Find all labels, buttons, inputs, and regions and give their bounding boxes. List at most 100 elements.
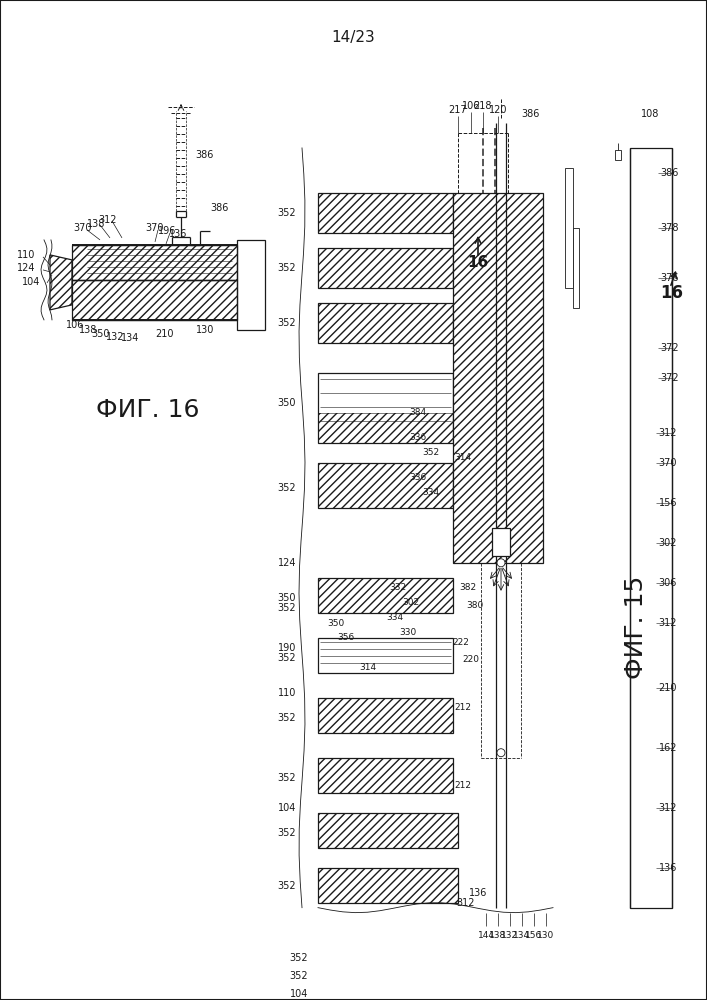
Text: 386: 386 bbox=[211, 203, 229, 213]
Bar bbox=[318, 758, 453, 793]
Text: 350: 350 bbox=[278, 593, 296, 603]
Text: 352: 352 bbox=[277, 483, 296, 493]
Text: 104: 104 bbox=[22, 277, 40, 287]
Text: 132: 132 bbox=[501, 931, 518, 940]
Text: 124: 124 bbox=[278, 558, 296, 568]
Text: 306: 306 bbox=[659, 578, 677, 588]
Bar bbox=[453, 193, 543, 563]
Bar bbox=[72, 245, 237, 280]
Text: 336: 336 bbox=[409, 473, 426, 482]
Text: 136: 136 bbox=[659, 863, 677, 873]
Text: 136: 136 bbox=[169, 229, 187, 239]
Text: 16: 16 bbox=[467, 255, 489, 270]
Text: 106: 106 bbox=[462, 101, 480, 111]
Text: 108: 108 bbox=[641, 109, 659, 119]
Text: 314: 314 bbox=[455, 453, 472, 462]
Bar bbox=[318, 638, 453, 673]
Text: 330: 330 bbox=[399, 628, 416, 637]
Text: 352: 352 bbox=[423, 448, 440, 457]
Text: ФИГ. 15: ФИГ. 15 bbox=[624, 576, 648, 679]
Bar bbox=[453, 193, 543, 563]
Circle shape bbox=[497, 559, 505, 567]
Text: 110: 110 bbox=[278, 688, 296, 698]
Bar bbox=[492, 528, 510, 556]
Text: 352: 352 bbox=[277, 208, 296, 218]
Text: 312: 312 bbox=[659, 428, 677, 438]
Text: 138: 138 bbox=[489, 931, 507, 940]
Text: 334: 334 bbox=[423, 488, 440, 497]
Text: 356: 356 bbox=[337, 633, 355, 642]
Text: 336: 336 bbox=[409, 433, 426, 442]
Bar bbox=[318, 813, 458, 848]
Text: 376: 376 bbox=[661, 273, 679, 283]
Text: 386: 386 bbox=[196, 150, 214, 160]
Bar bbox=[565, 168, 573, 288]
Text: 134: 134 bbox=[513, 931, 530, 940]
Text: 352: 352 bbox=[277, 653, 296, 663]
Text: 124: 124 bbox=[16, 263, 35, 273]
Text: 352: 352 bbox=[277, 603, 296, 613]
Text: 138: 138 bbox=[87, 219, 105, 229]
Text: 314: 314 bbox=[359, 663, 377, 672]
Text: 352: 352 bbox=[289, 953, 308, 963]
Bar bbox=[318, 578, 453, 613]
Text: 350: 350 bbox=[92, 329, 110, 339]
Text: 352: 352 bbox=[277, 263, 296, 273]
Text: 210: 210 bbox=[156, 329, 174, 339]
Text: 14/23: 14/23 bbox=[331, 30, 375, 45]
Bar bbox=[72, 280, 237, 320]
Bar bbox=[318, 248, 453, 288]
Text: 138: 138 bbox=[78, 325, 97, 335]
Text: 217: 217 bbox=[449, 105, 467, 115]
Bar bbox=[318, 698, 453, 733]
Bar bbox=[318, 463, 453, 508]
Text: 220: 220 bbox=[462, 655, 479, 664]
Text: 130: 130 bbox=[196, 325, 214, 335]
Text: 222: 222 bbox=[452, 638, 469, 647]
Bar bbox=[318, 463, 453, 508]
Bar bbox=[237, 240, 265, 330]
Text: 386: 386 bbox=[522, 109, 540, 119]
Text: 372: 372 bbox=[660, 373, 679, 383]
Text: 378: 378 bbox=[661, 223, 679, 233]
Text: 104: 104 bbox=[278, 803, 296, 813]
Bar bbox=[630, 148, 672, 908]
Text: 312: 312 bbox=[659, 803, 677, 813]
Text: 312: 312 bbox=[99, 215, 117, 225]
Text: 350: 350 bbox=[278, 398, 296, 408]
Text: 210: 210 bbox=[659, 683, 677, 693]
Text: 110: 110 bbox=[17, 250, 35, 260]
Text: 104: 104 bbox=[290, 989, 308, 999]
Text: 302: 302 bbox=[659, 538, 677, 548]
Text: 352: 352 bbox=[277, 318, 296, 328]
Bar bbox=[318, 868, 458, 903]
Text: 302: 302 bbox=[402, 598, 419, 607]
Bar bbox=[318, 193, 453, 233]
Bar bbox=[318, 303, 453, 343]
Bar bbox=[318, 248, 453, 288]
Bar bbox=[318, 698, 453, 733]
Bar bbox=[318, 303, 453, 343]
Text: 212: 212 bbox=[455, 781, 472, 790]
Text: 196: 196 bbox=[158, 226, 176, 236]
Bar bbox=[318, 193, 453, 233]
Bar bbox=[318, 813, 458, 848]
Bar bbox=[318, 413, 453, 443]
Text: 332: 332 bbox=[390, 583, 407, 592]
Text: 370: 370 bbox=[74, 223, 92, 233]
Text: 134: 134 bbox=[121, 333, 139, 343]
Text: 352: 352 bbox=[277, 881, 296, 891]
Text: 312: 312 bbox=[659, 618, 677, 628]
Text: 352: 352 bbox=[277, 713, 296, 723]
Text: 132: 132 bbox=[106, 332, 124, 342]
Text: 16: 16 bbox=[660, 284, 684, 302]
Text: 370: 370 bbox=[146, 223, 164, 233]
Bar bbox=[318, 868, 458, 903]
Text: 384: 384 bbox=[409, 408, 426, 417]
Text: 352: 352 bbox=[289, 971, 308, 981]
Text: 156: 156 bbox=[659, 498, 677, 508]
Text: 372: 372 bbox=[660, 343, 679, 353]
Text: 386: 386 bbox=[661, 168, 679, 178]
Text: 380: 380 bbox=[467, 601, 484, 610]
Text: 350: 350 bbox=[327, 619, 344, 628]
